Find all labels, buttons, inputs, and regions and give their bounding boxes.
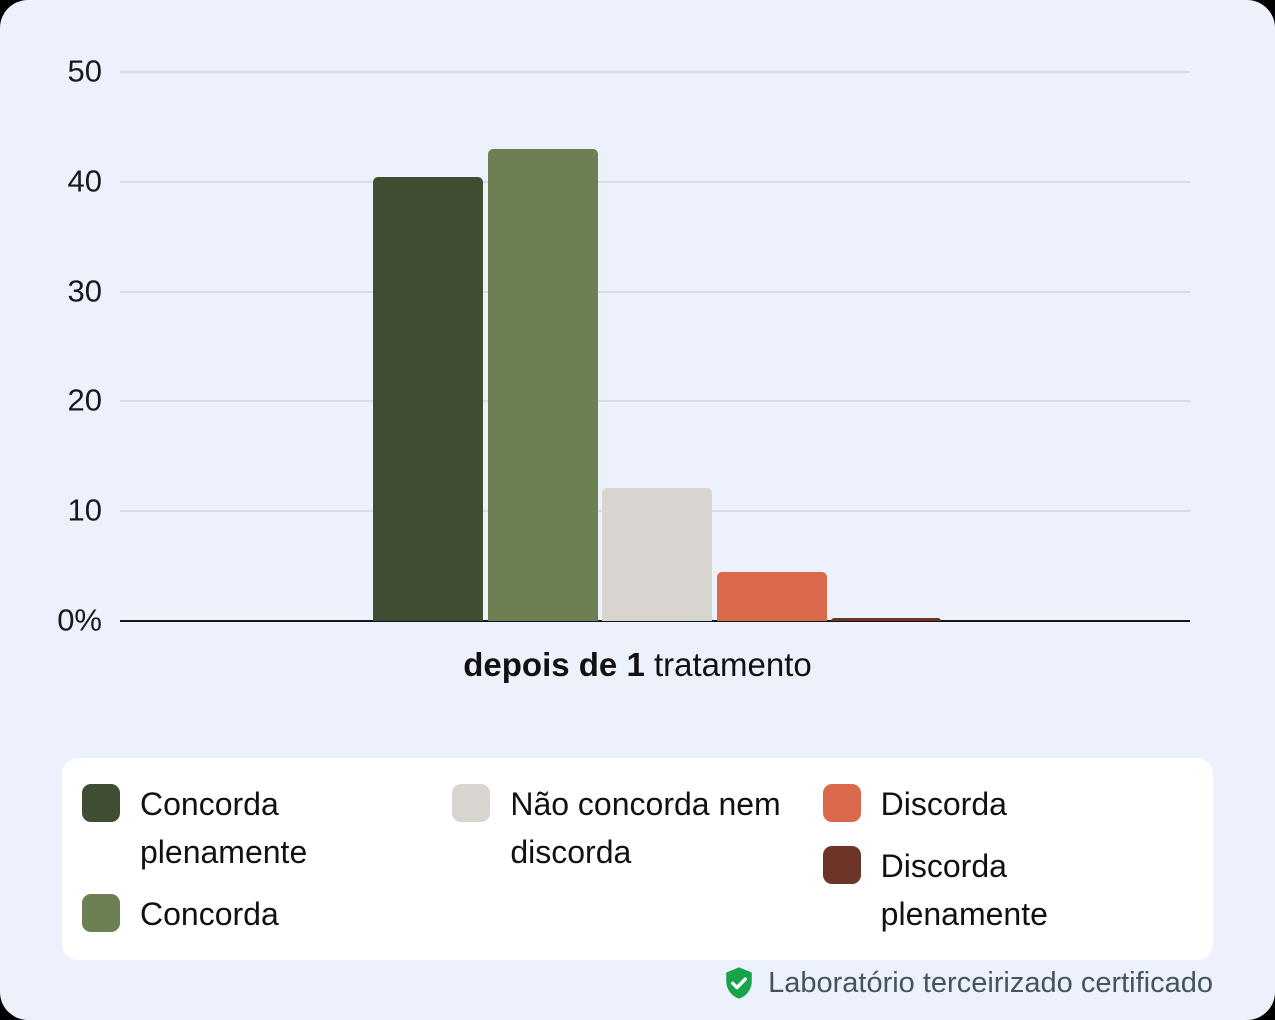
- gridline: [120, 71, 1190, 73]
- x-axis-label-rest: tratamento: [644, 646, 812, 683]
- y-tick-label: 10: [67, 492, 102, 528]
- bar-3: [602, 488, 712, 621]
- y-tick-label: 0%: [57, 602, 102, 638]
- legend-label: Discorda: [880, 786, 1007, 822]
- y-tick-label: 40: [67, 163, 102, 199]
- certification-text: Laboratório terceirizado certificado: [768, 966, 1213, 999]
- y-tick-label: 50: [67, 53, 102, 89]
- legend-swatch: [822, 784, 861, 822]
- legend-box: Concorda plenamente Concorda Não concorda …: [62, 758, 1213, 960]
- shield-check-icon: [722, 966, 756, 1000]
- legend-item: Concorda: [82, 890, 452, 938]
- legend-label: Discorda plenamente: [880, 848, 1048, 932]
- legend-swatch: [82, 784, 120, 822]
- x-axis-label-bold: depois de 1: [463, 646, 645, 683]
- certification-footer: Laboratório terceirizado certificado: [722, 966, 1213, 1000]
- x-axis-line: [120, 620, 1190, 622]
- y-tick-label: 30: [67, 272, 102, 308]
- legend-label: Concorda plenamente: [140, 786, 308, 870]
- x-axis-label: depois de 1 tratamento: [0, 646, 1275, 684]
- legend-item: Concorda plenamente: [82, 780, 452, 876]
- chart-plot-area: 0% 10 20 30 40 50: [57, 53, 1190, 637]
- bar-2: [487, 148, 598, 621]
- legend-item: Discorda: [822, 780, 1193, 828]
- bar-4: [716, 571, 827, 621]
- legend-column: Discorda Discorda plenamente: [822, 780, 1193, 938]
- bar-5: [831, 617, 941, 621]
- legend-label: Não concorda nem discorda: [510, 786, 781, 870]
- legend-swatch: [82, 894, 120, 932]
- y-tick-label: 20: [67, 382, 102, 418]
- gridline: [120, 400, 1190, 403]
- gridline: [120, 180, 1190, 183]
- gridline: [120, 290, 1190, 293]
- bar-1: [373, 177, 483, 621]
- legend-column: Não concorda nem discorda: [452, 780, 822, 938]
- legend-swatch: [452, 784, 491, 822]
- legend-swatch: [822, 846, 861, 884]
- legend-item: Discorda plenamente: [822, 842, 1193, 938]
- legend-column: Concorda plenamente Concorda: [82, 780, 452, 938]
- legend-item: Não concorda nem discorda: [452, 780, 822, 876]
- legend-label: Concorda: [140, 896, 279, 932]
